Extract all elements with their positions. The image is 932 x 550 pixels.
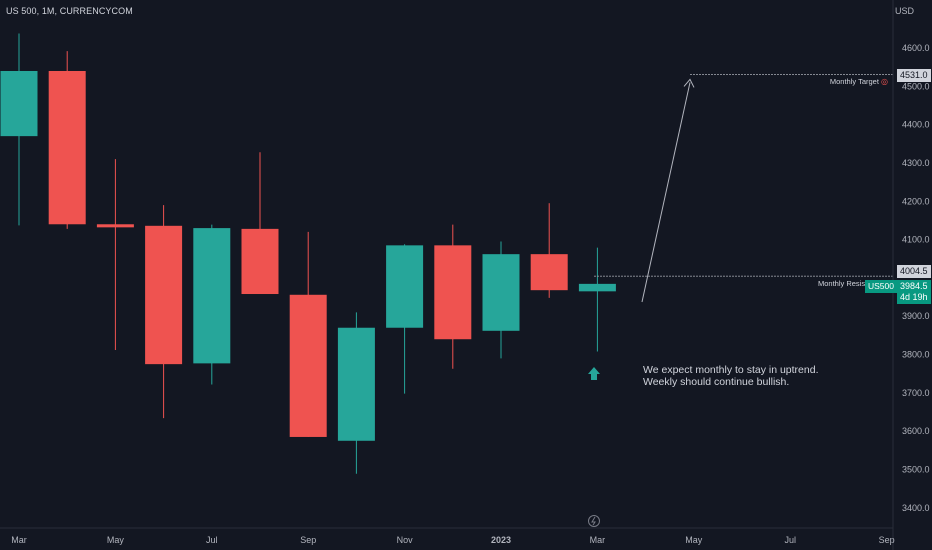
candle-body <box>386 245 424 328</box>
bar-countdown-tag: 4d 19h <box>897 291 931 304</box>
candle-5 <box>193 224 231 385</box>
candle-body <box>145 225 183 365</box>
candle-4 <box>145 205 183 419</box>
candle-body <box>96 224 134 228</box>
candle-body <box>578 283 616 292</box>
candle-9 <box>386 244 424 394</box>
price-tick-label: 4500.0 <box>902 81 930 91</box>
time-tick-label: Mar <box>11 535 27 545</box>
candle-3 <box>96 159 134 350</box>
price-tick-label: 4300.0 <box>902 158 930 168</box>
time-tick-label: Jul <box>206 535 218 545</box>
candle-10 <box>434 224 472 369</box>
price-tick-label: 3500.0 <box>902 465 930 475</box>
candle-1 <box>0 33 38 226</box>
currency-label: USD <box>894 6 914 16</box>
symbol-price-tag: US500 <box>865 280 897 293</box>
price-tick-label: 3400.0 <box>902 503 930 513</box>
lightning-icon <box>588 515 600 527</box>
projection-arrowhead <box>683 78 695 88</box>
up-arrow-icon <box>588 367 600 380</box>
price-tick-label: 3700.0 <box>902 388 930 398</box>
analysis-note: We expect monthly to stay in uptrend. We… <box>643 364 818 388</box>
time-tick-label: May <box>685 535 703 545</box>
candle-body <box>193 228 231 364</box>
last-price-tag: 3984.5 <box>897 280 931 293</box>
projection-arrow <box>641 82 691 303</box>
price-tick-label: 4600.0 <box>902 43 930 53</box>
candles-layer <box>0 33 616 474</box>
candle-body <box>241 228 279 295</box>
resistance-price-tag: 4004.5 <box>897 265 931 278</box>
candle-12 <box>530 203 568 298</box>
price-tick-label: 4100.0 <box>902 235 930 245</box>
price-tick-label: 3600.0 <box>902 426 930 436</box>
price-axis[interactable]: 3400.0 3500.0 3600.0 3700.0 3800.0 3900.0 4100… <box>892 0 930 550</box>
target-price-tag: 4531.0 <box>897 69 931 82</box>
lightning-bolt <box>591 516 596 526</box>
note-line-1: We expect monthly to stay in uptrend. <box>643 364 819 376</box>
target-icon: ◎ <box>881 77 888 86</box>
time-tick-label: Mar <box>590 535 606 545</box>
time-tick-label: Jul <box>784 535 796 545</box>
candle-body <box>0 70 38 137</box>
time-tick-label: Nov <box>397 535 414 545</box>
candle-body <box>337 327 375 441</box>
symbol-title: US 500, 1M, CURRENCYCOM <box>6 6 133 16</box>
candle-8 <box>337 312 375 474</box>
monthly-resistance-label: Monthly Resistance <box>818 279 866 288</box>
time-axis[interactable]: Mar May Jul Sep Nov 2023 Mar May Jul Sep <box>0 527 895 545</box>
candle-7 <box>289 231 327 437</box>
price-tick-label: 3900.0 <box>902 311 930 321</box>
note-line-2: Weekly should continue bullish. <box>643 376 790 388</box>
price-tick-label: 3800.0 <box>902 350 930 360</box>
candle-body <box>530 254 568 291</box>
candle-body <box>482 254 520 331</box>
price-tick-label: 4200.0 <box>902 196 930 206</box>
candle-body <box>48 70 86 225</box>
candle-2 <box>48 51 86 229</box>
time-tick-label: Sep <box>879 535 895 545</box>
candle-13 <box>578 247 616 352</box>
candle-body <box>434 245 472 340</box>
time-tick-label: May <box>107 535 125 545</box>
candle-11 <box>482 241 520 359</box>
monthly-target-label: Monthly Target ◎ <box>829 77 888 86</box>
time-tick-label: Sep <box>300 535 316 545</box>
price-tick-label: 4400.0 <box>902 120 930 130</box>
time-tick-label: 2023 <box>491 535 511 545</box>
candle-body <box>289 294 327 437</box>
candle-6 <box>241 152 279 295</box>
levels-layer <box>588 74 893 527</box>
